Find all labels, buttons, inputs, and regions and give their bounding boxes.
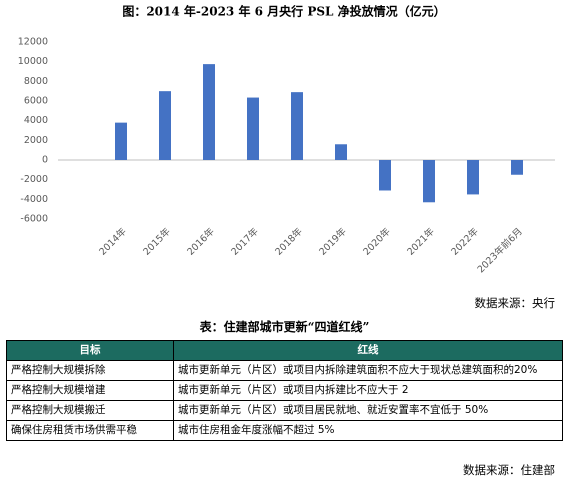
table-cell: 城市更新单元（片区）或项目居民就地、就近安置率不宜低于 50% bbox=[173, 400, 563, 421]
table-source: 数据来源：住建部 bbox=[463, 463, 555, 477]
x-tick-label: 2022年 bbox=[449, 225, 482, 258]
bar bbox=[335, 144, 347, 160]
header-row: 目标 红线 bbox=[6, 340, 563, 361]
y-tick-label: 4000 bbox=[24, 115, 48, 126]
x-tick-label: 2014年 bbox=[97, 225, 130, 258]
bar bbox=[423, 160, 435, 203]
x-tick-label: 2020年 bbox=[361, 225, 394, 258]
x-tick-label: 2018年 bbox=[273, 225, 306, 258]
y-tick-label: 6000 bbox=[24, 96, 48, 107]
y-tick-label: -4000 bbox=[20, 194, 48, 205]
x-tick-label: 2019年 bbox=[317, 225, 350, 258]
x-tick-label: 2016年 bbox=[185, 225, 218, 258]
y-tick-label: 8000 bbox=[24, 76, 48, 87]
table-cell: 城市更新单元（片区）或项目内拆除建筑面积不应大于现状总建筑面积的20% bbox=[173, 360, 563, 381]
table-title: 表：住建部城市更新“四道红线” bbox=[199, 320, 370, 334]
bar bbox=[159, 91, 171, 160]
chart-title: 图：2014 年-2023 年 6 月央行 PSL 净投放情况（亿元） bbox=[122, 4, 445, 19]
table-row: 确保住房租赁市场供需平稳 城市住房租金年度涨幅不超过 5% bbox=[6, 420, 563, 441]
table: 目标 红线 严格控制大规模拆除 城市更新单元（片区）或项目内拆除建筑面积不应大于现状总… bbox=[6, 340, 563, 441]
table-cell: 城市住房租金年度涨幅不超过 5% bbox=[173, 420, 563, 441]
table-cell: 严格控制大规模搬迁 bbox=[6, 400, 174, 421]
x-tick-label: 2021年 bbox=[405, 225, 438, 258]
bar bbox=[379, 160, 391, 191]
table-row: 严格控制大规模增建 城市更新单元（片区）或项目内拆建比不应大于 2 bbox=[6, 380, 563, 401]
table-row: 严格控制大规模拆除 城市更新单元（片区）或项目内拆除建筑面积不应大于现状总建筑面积… bbox=[6, 360, 563, 381]
chart-source: 数据来源：央行 bbox=[474, 296, 556, 310]
table-cell: 严格控制大规模增建 bbox=[6, 380, 174, 401]
table-cell: 严格控制大规模拆除 bbox=[6, 360, 174, 381]
table-cell: 城市更新单元（片区）或项目内拆建比不应大于 2 bbox=[173, 380, 563, 401]
header-cell: 目标 bbox=[6, 340, 174, 361]
y-tick-label: -2000 bbox=[20, 174, 48, 185]
x-tick-label: 2023年前6月 bbox=[475, 225, 525, 275]
bar bbox=[247, 97, 259, 160]
chart: 图：2014 年-2023 年 6 月央行 PSL 净投放情况（亿元） -600… bbox=[18, 4, 555, 275]
y-tick-label: 2000 bbox=[24, 135, 48, 146]
x-tick-label: 2015年 bbox=[141, 225, 174, 258]
y-tick-label: 10000 bbox=[18, 56, 48, 67]
y-tick-label: 12000 bbox=[18, 37, 48, 48]
table-cell: 确保住房租赁市场供需平稳 bbox=[6, 420, 174, 441]
bar bbox=[291, 92, 303, 160]
table-row: 严格控制大规模搬迁 城市更新单元（片区）或项目居民就地、就近安置率不宜低于 50% bbox=[6, 400, 563, 421]
y-tick-label: 0 bbox=[42, 155, 48, 166]
header-cell: 红线 bbox=[173, 340, 563, 361]
y-tick-label: -6000 bbox=[20, 214, 48, 225]
bar bbox=[467, 160, 479, 195]
x-tick-label: 2017年 bbox=[229, 225, 262, 258]
bar bbox=[511, 160, 523, 175]
bar bbox=[115, 122, 127, 160]
bar bbox=[203, 64, 215, 160]
